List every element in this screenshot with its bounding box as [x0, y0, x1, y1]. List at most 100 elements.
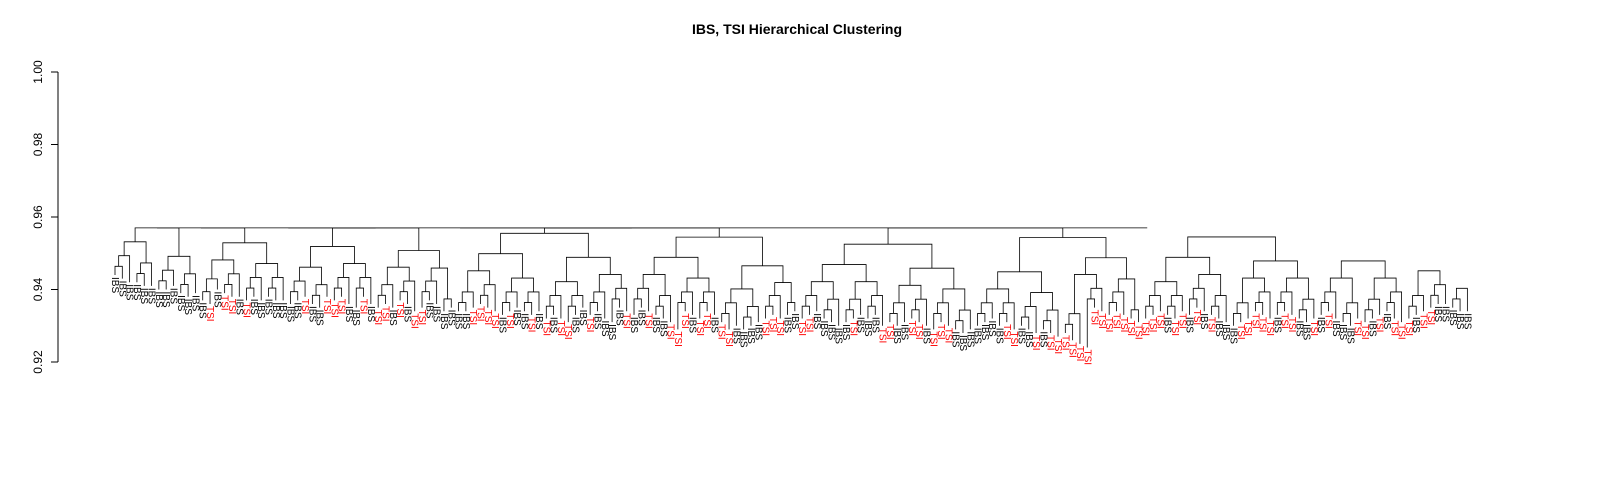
- leaf-label: TSI: [409, 313, 420, 329]
- dendrogram-link: [1192, 287, 1205, 312]
- leaf-label: TSI: [489, 313, 500, 329]
- leaf-label: IBS: [131, 284, 142, 300]
- leaf-label: TSI: [796, 320, 807, 336]
- dendrogram-link: [1090, 287, 1103, 312]
- leaf-labels: IBSIBSIBSIBSIBSIBSIBSIBSIBSIBSIBSIBSIBST…: [109, 0, 1495, 365]
- leaf-label: IBS: [1198, 313, 1209, 329]
- dendrogram-link: [527, 291, 540, 312]
- dendrogram-link: [1236, 302, 1249, 319]
- dendrogram-link: [386, 266, 410, 285]
- dendrogram-link: [310, 246, 355, 268]
- leaf-label: TSI: [847, 320, 858, 336]
- leaf-label: TSI: [1308, 320, 1319, 336]
- leaf-label: IBS: [284, 306, 295, 322]
- leaf-label: IBS: [789, 313, 800, 329]
- dendrogram-link: [1412, 295, 1424, 312]
- leaf-label: TSI: [679, 313, 690, 329]
- leaf-label: IBS: [270, 302, 281, 318]
- dendrogram-link: [227, 273, 240, 297]
- leaf-label: TSI: [1242, 321, 1253, 337]
- leaf-label: IBS: [496, 317, 507, 333]
- dendrogram-link: [741, 265, 784, 289]
- leaf-label: TSI: [803, 317, 814, 333]
- leaf-label: IBS: [263, 299, 274, 315]
- dendrogram-link: [1434, 284, 1446, 304]
- leaf-label: TSI: [1279, 313, 1290, 329]
- dendrogram-link: [653, 256, 699, 279]
- dendrogram-link: [980, 302, 993, 319]
- dendrogram-link: [730, 288, 754, 307]
- leaf-label: TSI: [1103, 317, 1114, 333]
- leaf-label: IBS: [533, 313, 544, 329]
- dendrogram-link: [211, 259, 235, 279]
- dendrogram-link: [1165, 256, 1211, 282]
- dendrogram-link: [681, 291, 693, 315]
- leaf-label: TSI: [1154, 313, 1165, 329]
- dendrogram-link: [555, 281, 578, 296]
- dendrogram-link: [1154, 281, 1178, 296]
- y-tick-label: 0.98: [31, 132, 45, 156]
- leaf-label: IBS: [891, 328, 902, 344]
- leaf-label: IBS: [365, 306, 376, 322]
- leaf-label: IBS: [811, 313, 822, 329]
- dendrogram-link: [299, 266, 322, 285]
- leaf-label: TSI: [336, 299, 347, 315]
- dendrogram-link: [1286, 277, 1309, 300]
- y-tick-label: 1.00: [31, 60, 45, 84]
- dendrogram-link: [271, 277, 284, 301]
- leaf-label: TSI: [1030, 335, 1041, 351]
- leaf-label: TSI: [1169, 321, 1180, 337]
- dendrogram-link: [1280, 291, 1293, 315]
- leaf-label: IBS: [591, 313, 602, 329]
- leaf-label: IBS: [957, 335, 968, 351]
- leaf-label: IBS: [511, 310, 522, 326]
- dendrogram-link: [293, 280, 306, 297]
- leaf-label: IBS: [1293, 320, 1304, 336]
- dendrogram-link: [1187, 236, 1276, 261]
- leaf-label: TSI: [416, 310, 427, 326]
- leaf-label: IBS: [116, 281, 127, 297]
- dendrogram-link: [942, 288, 966, 311]
- dendrogram-link: [1346, 302, 1359, 319]
- leaf-label: IBS: [994, 328, 1005, 344]
- dendrogram-link: [675, 236, 763, 266]
- leaf-label: TSI: [774, 321, 785, 337]
- dendrogram-link: [332, 227, 420, 251]
- leaf-label: IBS: [972, 328, 983, 344]
- leaf-label: TSI: [1418, 313, 1429, 329]
- leaf-label: IBS: [387, 310, 398, 326]
- chart-title: IBS, TSI Hierarchical Clustering: [692, 21, 902, 37]
- leaf-label: TSI: [1132, 324, 1143, 340]
- leaf-label: TSI: [716, 324, 727, 340]
- leaf-label: IBS: [782, 317, 793, 333]
- leaf-label: TSI: [1052, 339, 1063, 355]
- leaf-label: TSI: [1352, 320, 1363, 336]
- leaf-label: TSI: [482, 310, 493, 326]
- dendrogram-link: [1112, 291, 1125, 315]
- leaf-label: TSI: [372, 310, 383, 326]
- leaf-label: IBS: [833, 328, 844, 344]
- dendrogram-link: [642, 274, 666, 296]
- dendrogram-links: [115, 227, 1468, 348]
- dendrogram-link: [1030, 292, 1053, 311]
- leaf-label: IBS: [1454, 313, 1465, 329]
- leaf-label: IBS: [1472, 0, 1488, 3]
- leaf-label: TSI: [299, 299, 310, 315]
- leaf-label: IBS: [277, 302, 288, 318]
- leaf-label: TSI: [1425, 310, 1436, 326]
- dendrogram-link: [686, 277, 710, 292]
- dendrogram-link: [887, 227, 1064, 245]
- leaf-label: TSI: [1322, 313, 1333, 329]
- dendrogram-link: [1302, 298, 1315, 319]
- dendrogram-link: [425, 280, 438, 304]
- leaf-label: TSI: [701, 313, 712, 329]
- leaf-label: TSI: [1125, 321, 1136, 337]
- dendrogram-link: [205, 278, 218, 292]
- leaf-label: TSI: [1118, 317, 1129, 333]
- dendrogram-link: [222, 242, 268, 264]
- leaf-label: IBS: [635, 310, 646, 326]
- leaf-label: IBS: [986, 320, 997, 336]
- leaf-label: TSI: [379, 306, 390, 322]
- dendrogram-link: [774, 282, 792, 303]
- leaf-label: TSI: [760, 321, 771, 337]
